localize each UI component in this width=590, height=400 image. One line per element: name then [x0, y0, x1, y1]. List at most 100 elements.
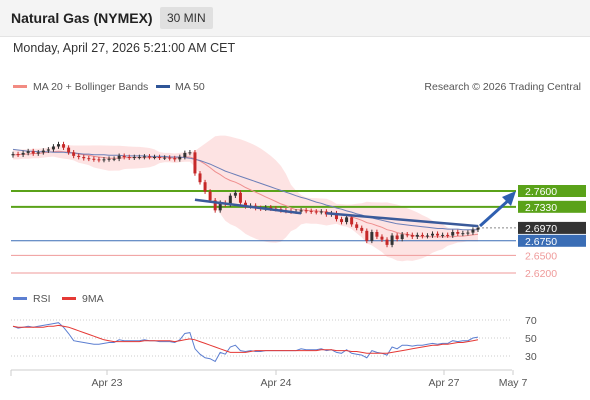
- candle-body: [446, 234, 450, 236]
- candle-body: [72, 152, 76, 156]
- level-label-2.7330: 2.7330: [525, 202, 557, 214]
- rsi-line: [12, 322, 479, 363]
- candle-body: [425, 235, 429, 237]
- level-label-2.6500: 2.6500: [525, 250, 557, 262]
- projection-arrow-shaft: [478, 197, 512, 228]
- candle-body: [208, 191, 212, 201]
- candle-body: [380, 236, 384, 240]
- candle-body: [400, 234, 404, 240]
- candle-body: [471, 229, 475, 233]
- candle-body: [31, 151, 35, 154]
- candle-body: [87, 158, 91, 160]
- rsi-panel: 70 50 30: [11, 315, 537, 363]
- candle-body: [370, 232, 374, 241]
- candle-body: [26, 151, 30, 153]
- candle-body: [360, 227, 364, 231]
- candle-body: [451, 232, 455, 236]
- level-label-2.6750: 2.6750: [525, 236, 557, 248]
- candle-body: [51, 146, 55, 150]
- candle-body: [309, 210, 313, 212]
- candle-body: [112, 158, 116, 160]
- level-tag-2.7330: [518, 200, 586, 213]
- candle-body: [269, 207, 273, 209]
- candle-body: [36, 152, 40, 154]
- candle-body: [476, 227, 480, 230]
- level-label-2.6200: 2.6200: [525, 268, 557, 280]
- rsi-ma-line: [12, 324, 479, 354]
- candle-body: [238, 192, 242, 203]
- candle-body: [218, 202, 222, 211]
- candle-body: [193, 152, 197, 174]
- level-label-2.7600: 2.7600: [525, 186, 557, 198]
- x-axis: Apr 23 Apr 24 Apr 27 May 7: [92, 370, 528, 389]
- candle-body: [244, 202, 247, 207]
- candle-body: [122, 155, 126, 158]
- timeframe-badge[interactable]: 30 MIN: [160, 7, 213, 29]
- candle-body: [299, 210, 303, 212]
- candle-body: [62, 144, 66, 148]
- candle-body: [334, 213, 338, 220]
- candle-body: [132, 157, 136, 159]
- candle-body: [314, 211, 318, 213]
- x-tick-label-Apr 24: Apr 24: [261, 377, 292, 389]
- candle-body: [67, 147, 71, 153]
- legend-label-ma50: MA 50: [175, 81, 205, 93]
- level-tag-2.7600: [518, 185, 586, 197]
- candle-body: [203, 182, 207, 192]
- legend-swatch-rsi-ma: [62, 297, 76, 300]
- candle-body: [324, 211, 328, 215]
- candle-body: [92, 158, 96, 160]
- level-tag-2.6970: [518, 221, 586, 234]
- candle-body: [102, 159, 106, 161]
- candle-body: [233, 192, 237, 196]
- candle-body: [163, 157, 167, 159]
- candle-body: [340, 219, 344, 223]
- x-tick-label-May 7: May 7: [499, 377, 528, 389]
- candle-body: [117, 155, 121, 159]
- rsi-tick-label-70: 70: [525, 315, 537, 327]
- copyright-text: Research © 2026 Trading Central: [424, 81, 581, 93]
- candle-body: [410, 234, 414, 237]
- candle-body: [198, 173, 202, 183]
- candle-body: [304, 210, 308, 212]
- trend-line-flat: [326, 212, 479, 228]
- legend-label-ma20: MA 20 + Bollinger Bands: [33, 81, 148, 93]
- candle-body: [319, 211, 323, 213]
- legend-swatch-ma20: [13, 85, 27, 88]
- ma20-line: [13, 150, 479, 238]
- candle-body: [41, 150, 45, 153]
- candle-body: [168, 157, 172, 159]
- legend-swatch-ma50: [156, 85, 170, 88]
- candle-body: [107, 158, 111, 160]
- candle-body: [420, 234, 424, 237]
- legend-label-rsi-ma: 9MA: [82, 293, 104, 305]
- candle-body: [158, 157, 162, 159]
- candle-body: [395, 235, 399, 240]
- candle-body: [365, 230, 369, 241]
- candle-body: [46, 149, 50, 151]
- candle-body: [147, 156, 151, 158]
- candle-body: [415, 234, 419, 237]
- x-tick-label-Apr 23: Apr 23: [92, 377, 123, 389]
- candle-body: [436, 233, 440, 236]
- candle-body: [461, 233, 465, 235]
- candle-body: [228, 195, 232, 205]
- candle-body: [213, 200, 217, 211]
- chart-datetime: Monday, April 27, 2026 5:21:00 AM CET: [13, 41, 236, 55]
- candle-body: [137, 157, 141, 159]
- candle-body: [11, 154, 15, 156]
- candle-body: [385, 239, 389, 245]
- rsi-tick-label-30: 30: [525, 351, 537, 363]
- candle-body: [178, 157, 182, 160]
- candle-body: [173, 158, 177, 160]
- candle-body: [142, 156, 146, 158]
- candle-body: [466, 232, 470, 234]
- x-tick-label-Apr 27: Apr 27: [429, 377, 460, 389]
- level-tag-2.6750: [518, 234, 586, 247]
- ma50-line: [12, 148, 478, 231]
- candle-body: [97, 159, 101, 161]
- candle-body: [431, 233, 435, 236]
- candle-body: [350, 217, 354, 225]
